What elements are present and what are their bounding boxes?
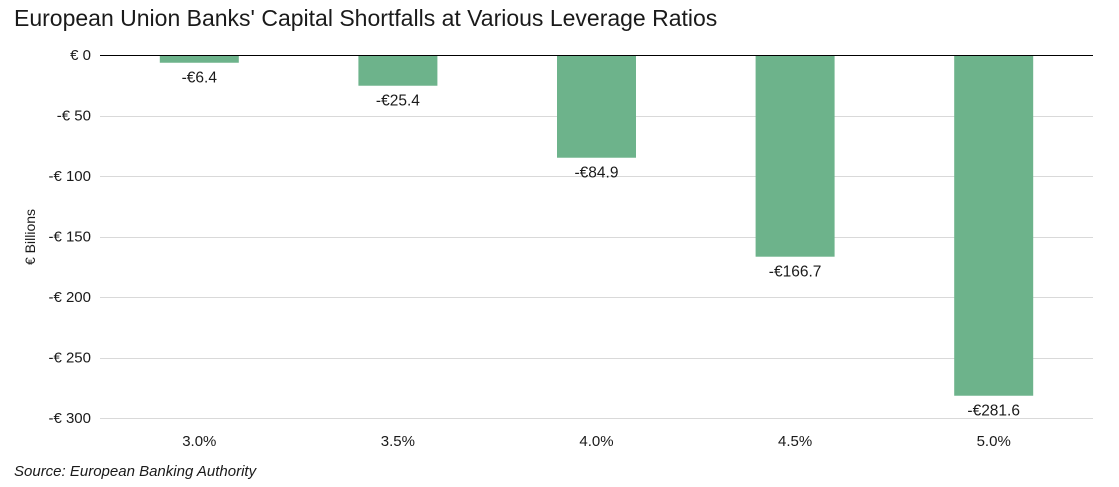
- data-label: -€6.4: [182, 70, 218, 87]
- y-tick-label: -€ 50: [57, 108, 91, 125]
- y-tick-label: -€ 250: [48, 350, 91, 367]
- bar-5.0pct: [954, 55, 1034, 396]
- x-tick-labels: 3.0% 3.5% 4.0% 4.5% 5.0%: [182, 433, 1011, 450]
- y-tick-label: € 0: [70, 47, 91, 64]
- x-tick-label: 4.0%: [579, 433, 613, 450]
- y-tick-label: -€ 300: [48, 410, 91, 427]
- data-label: -€25.4: [376, 93, 420, 110]
- data-label: -€84.9: [575, 165, 619, 182]
- x-tick-label: 4.5%: [778, 433, 812, 450]
- bars: [159, 55, 1034, 396]
- data-labels: -€6.4 -€25.4 -€84.9 -€166.7 -€281.6: [182, 70, 1020, 420]
- data-label: -€281.6: [967, 403, 1020, 420]
- gridlines: [100, 116, 1093, 419]
- chart-title: European Union Banks' Capital Shortfalls…: [14, 5, 718, 31]
- x-tick-label: 3.0%: [182, 433, 216, 450]
- x-tick-label: 5.0%: [977, 433, 1011, 450]
- y-tick-label: -€ 200: [48, 289, 91, 306]
- y-tick-label: -€ 100: [48, 168, 91, 185]
- data-label: -€166.7: [769, 264, 822, 281]
- bar-4.0pct: [557, 55, 636, 158]
- source-note: Source: European Banking Authority: [14, 463, 257, 480]
- y-axis-title: € Billions: [22, 209, 38, 265]
- bar-3.0pct: [159, 55, 239, 63]
- y-tick-label: -€ 150: [48, 229, 91, 246]
- bar-4.5pct: [755, 55, 835, 257]
- x-tick-label: 3.5%: [381, 433, 415, 450]
- y-tick-labels: € 0 -€ 50 -€ 100 -€ 150 -€ 200 -€ 250 -€ 300: [48, 47, 91, 427]
- bar-3.5pct: [358, 55, 438, 86]
